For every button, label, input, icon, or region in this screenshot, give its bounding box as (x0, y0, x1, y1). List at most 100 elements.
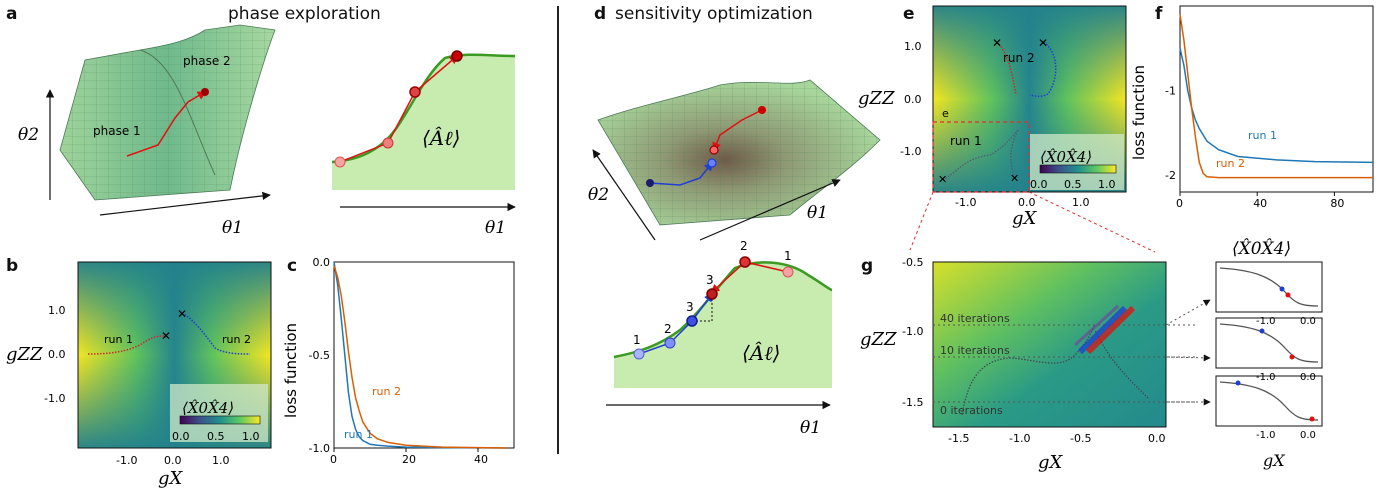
axis-theta1-d-bottom: θ1 (800, 418, 821, 438)
colorbar-tick-b-1: 0.5 (207, 430, 225, 443)
panel-d-observable (606, 256, 833, 410)
legend-run2-f: run 2 (1216, 157, 1245, 170)
label-run1-b: run 1 (104, 333, 133, 346)
ylabel-b: gZZ (6, 344, 43, 365)
iter-label-0: 0 iterations (940, 404, 1003, 417)
step-label-1-blue: 1 (633, 333, 641, 347)
colorbar-label-e: ⟨X̂0X̂4⟩ (1040, 148, 1092, 166)
iter-label-40: 40 iterations (940, 312, 1010, 325)
title-sensitivity-optimization: sensitivity optimization (615, 4, 813, 24)
ytick-g-1: -1.0 (902, 325, 923, 338)
xlabel-g: gX (1038, 452, 1064, 473)
axis-theta2-a: θ2 (18, 125, 39, 145)
ytick-g-0: -0.5 (902, 256, 923, 269)
colorbar-tick-e-2: 1.0 (1098, 178, 1116, 191)
inset-xtick-g3-0: -1.0 (1256, 430, 1276, 441)
panel-letter-g: g (861, 256, 874, 276)
ytick-e-2: -1.0 (900, 145, 921, 158)
colorbar-tick-e-1: 0.5 (1064, 178, 1082, 191)
marker-x-e1: ✕ (992, 36, 1002, 50)
panel-letter-a: a (6, 4, 18, 24)
xtick-g-1: -1.0 (1009, 432, 1030, 445)
panel-letter-f: f (1155, 4, 1163, 24)
series-line-f-1 (1179, 14, 1373, 179)
xtick-f-1: 40 (1253, 197, 1267, 210)
xtick-c-2: 40 (474, 453, 488, 466)
xtick-b-0: -1.0 (116, 454, 137, 467)
chart-c: 0 20 40 0.0 -0.5 -1.0 (309, 256, 515, 466)
label-phase-2: phase 2 (183, 54, 231, 68)
panel-a-observable (331, 50, 516, 212)
legend-run2-c: run 2 (372, 385, 401, 398)
marker-x-e4: ✕ (1010, 172, 1019, 185)
panel-g-insets (1165, 261, 1323, 427)
xtick-e-2: 1.0 (1072, 196, 1090, 209)
xtick-g-2: -0.5 (1070, 432, 1091, 445)
axis-theta1-a-right: θ1 (485, 218, 506, 238)
ytick-c-1: -0.5 (309, 349, 330, 362)
step-label-2-blue: 2 (664, 322, 672, 336)
xlabel-b: gX (158, 468, 184, 489)
panel-letter-d: d (594, 4, 607, 24)
step-label-2-red: 2 (740, 239, 748, 253)
xtick-c-0: 0 (330, 453, 337, 466)
inset-xtick-g2-1: 0.0 (1300, 372, 1316, 383)
xtick-c-1: 20 (402, 453, 416, 466)
panel-d-surface (592, 79, 881, 241)
xtick-g-3: 0.0 (1148, 432, 1166, 445)
xtick-f-2: 80 (1330, 197, 1344, 210)
ytick-c-2: -1.0 (309, 442, 330, 455)
label-run2-b: run 2 (222, 333, 251, 346)
marker-x-b2: ✕ (177, 307, 187, 321)
title-phase-exploration: phase exploration (228, 4, 381, 24)
label-phase-1: phase 1 (93, 124, 141, 138)
xtick-g-0: -1.5 (948, 432, 969, 445)
inset-xlabel-g: gX (1263, 451, 1285, 470)
ytick-f-1: -2 (1165, 169, 1176, 182)
panel-letter-e: e (903, 4, 915, 24)
ytick-b-2: -1.0 (44, 392, 65, 405)
ytick-g-2: -1.5 (902, 396, 923, 409)
legend-run1-f: run 1 (1248, 129, 1277, 142)
step-label-3-blue: 3 (686, 300, 694, 314)
ylabel-e: gZZ (858, 88, 895, 109)
inset-xtick-g1-1: 0.0 (1300, 316, 1316, 327)
label-observable-d: ⟨Âℓ⟩ (742, 341, 780, 365)
marker-x-b1: ✕ (161, 329, 171, 343)
axis-theta1-d: θ1 (807, 203, 828, 223)
inset-xtick-g2-0: -1.0 (1256, 372, 1276, 383)
ylabel-c: loss function (282, 323, 300, 418)
xtick-b-2: 1.0 (212, 454, 230, 467)
step-label-1-red: 1 (784, 249, 792, 263)
ytick-b-0: 1.0 (48, 304, 66, 317)
xtick-f-0: 0 (1176, 197, 1183, 210)
legend-run1-c: run 1 (344, 428, 373, 441)
chart-f: 0 40 80 -1 -2 (1165, 5, 1374, 210)
panel-e-heatmap: ✕ ✕ ✕ ✕ (909, 5, 1156, 253)
xlabel-e: gX (1012, 208, 1038, 229)
inset-title-g: ⟨X̂0X̂4⟩ (1232, 239, 1291, 259)
marker-x-e2: ✕ (1038, 36, 1048, 50)
series-line-f-0 (1179, 48, 1374, 164)
colorbar-tick-b-0: 0.0 (172, 430, 190, 443)
axis-theta1-a: θ1 (222, 218, 243, 238)
panel-a-surface (45, 24, 276, 216)
iter-label-10: 10 iterations (940, 344, 1010, 357)
label-observable-a: ⟨Âℓ⟩ (422, 126, 460, 150)
ylabel-f: loss function (1130, 65, 1148, 160)
axis-theta2-d: θ2 (588, 185, 609, 205)
ytick-e-0: 1.0 (904, 40, 922, 53)
panel-letter-b: b (6, 256, 19, 276)
panel-letter-c: c (287, 256, 298, 276)
ytick-f-0: -1 (1165, 85, 1176, 98)
inset-xtick-g3-1: 0.0 (1300, 430, 1316, 441)
colorbar-label-b: ⟨X̂0X̂4⟩ (182, 399, 234, 417)
series-line-c-1 (333, 265, 507, 449)
ytick-b-1: 0.0 (48, 348, 66, 361)
series-line-c-0 (333, 261, 507, 449)
ylabel-g: gZZ (860, 329, 897, 350)
xtick-b-1: 0.0 (164, 454, 182, 467)
label-run2-e: run 2 (1003, 51, 1035, 65)
marker-x-e3: ✕ (938, 173, 947, 186)
colorbar-tick-e-0: 0.0 (1030, 178, 1048, 191)
